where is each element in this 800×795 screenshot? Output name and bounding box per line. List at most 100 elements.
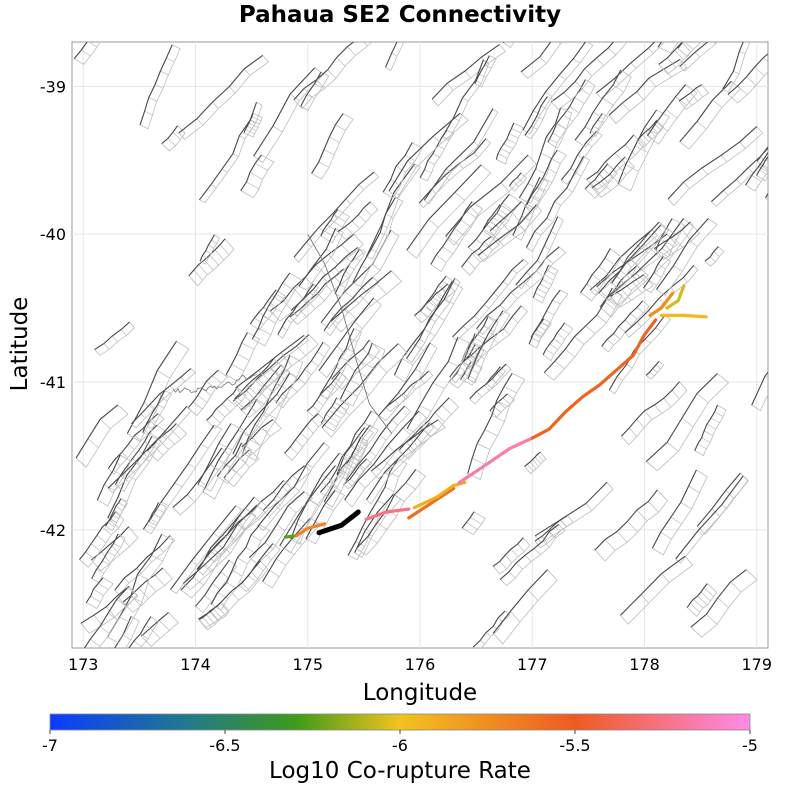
fault-plane-divider [112,652,120,657]
fault-plane-divider [786,130,795,136]
fault-plane-divider [594,179,606,190]
fault-plane-divider [552,299,561,305]
fault-plane-divider [511,211,522,224]
fault-plane-divider [446,83,454,91]
fault-plane-divider [709,14,719,22]
fault-plane-divider [121,452,128,459]
fault-plane-divider [464,353,476,359]
fault-plane-divider [498,371,505,377]
fault-plane-divider [384,486,395,492]
fault-plane-divider [536,329,544,335]
fault-plane-divider [545,348,555,356]
fault-plane-divider [466,260,476,269]
fault-plane-divider [213,533,220,538]
fault-trace [306,371,341,412]
fault-plane-divider [502,281,509,286]
fault-plane-divider [376,522,387,530]
fault-trace [330,270,392,322]
fault-plane-divider [524,555,532,562]
fault-trace [290,465,336,540]
fault-trace [469,363,507,400]
fault-plane-divider [496,400,510,408]
fault-plane-divider [703,430,713,437]
fault-trace [528,289,561,345]
fault-plane-divider [334,267,341,274]
fault-plane-divider [511,316,519,323]
fault-plane-divider [250,534,262,542]
fault-plane-divider [596,314,607,324]
fault-plane-divider [391,52,398,57]
fault-plane-divider [226,398,237,407]
fault-plane-divider [432,136,442,144]
fault-plane-divider [544,274,554,281]
fault-trace [492,569,548,634]
fault-plane-divider [486,315,494,322]
co-rupture-trace [457,436,534,485]
fault-trace [311,113,344,174]
fault-plane-divider [442,246,454,255]
fault-plane-divider [435,254,447,263]
fault-plane [657,42,679,54]
fault-plane-divider [683,181,690,189]
fault-trace [690,569,747,628]
fault-trace [756,155,768,176]
fault-plane-divider [325,414,339,423]
fault-plane-divider [626,363,633,369]
fault-plane-divider [108,612,119,621]
fault-plane-divider [584,68,593,77]
fault-plane-divider [431,188,437,194]
fault-plane-divider [624,319,632,327]
fault-plane-divider [503,143,514,149]
fault-plane-divider [758,166,768,173]
fault-plane-divider [221,601,230,611]
fault-plane-divider [655,364,661,370]
fault-plane-divider [187,463,196,469]
fault-plane-divider [660,238,674,247]
fault-plane-divider [357,465,364,471]
fault-plane-divider [128,443,135,450]
fault-plane-divider [290,446,298,455]
fault-trace [526,149,558,205]
fault-plane-divider [530,0,537,5]
fault-trace [128,616,152,648]
fault-plane-divider [625,164,639,172]
fault-plane-divider [240,392,252,403]
fault-plane-divider [236,353,250,361]
fault-plane-divider [648,233,659,242]
fault-trace [492,537,524,567]
fault-trace [515,216,559,286]
fault-plane-divider [648,77,657,87]
fault-trace [608,59,681,116]
fault-plane-divider [172,132,181,140]
fault-trace [284,413,319,454]
fault-plane-divider [339,284,346,288]
fault-plane-divider [739,50,746,55]
fault-plane-divider [81,49,91,57]
fault-plane-divider [630,313,638,320]
fault-plane-divider [428,218,439,228]
fault-trace [461,511,475,529]
fault-plane-divider [553,524,560,533]
fault-plane-divider [148,97,157,102]
fault-plane-divider [308,301,316,309]
fault-plane-divider [355,448,363,454]
fault-trace [543,287,613,373]
fault-plane-divider [636,321,642,327]
fault-trace [320,209,339,237]
fault-plane-divider [357,480,366,489]
fault-plane-divider [530,195,539,202]
fault-trace [253,67,316,157]
fault-plane-divider [283,300,294,312]
fault-plane-divider [102,526,112,535]
fault-plane-divider [534,292,545,299]
fault-plane-divider [213,608,223,619]
fault-trace [107,405,188,489]
fault-plane-divider [323,418,337,428]
fault-plane-divider [473,141,479,146]
fault-plane-divider [519,223,525,231]
fault-plane-divider [716,7,726,15]
fault-plane-divider [249,171,263,180]
fault-trace [594,489,658,551]
fault-plane-divider [415,12,420,15]
fault-plane-divider [226,582,237,589]
